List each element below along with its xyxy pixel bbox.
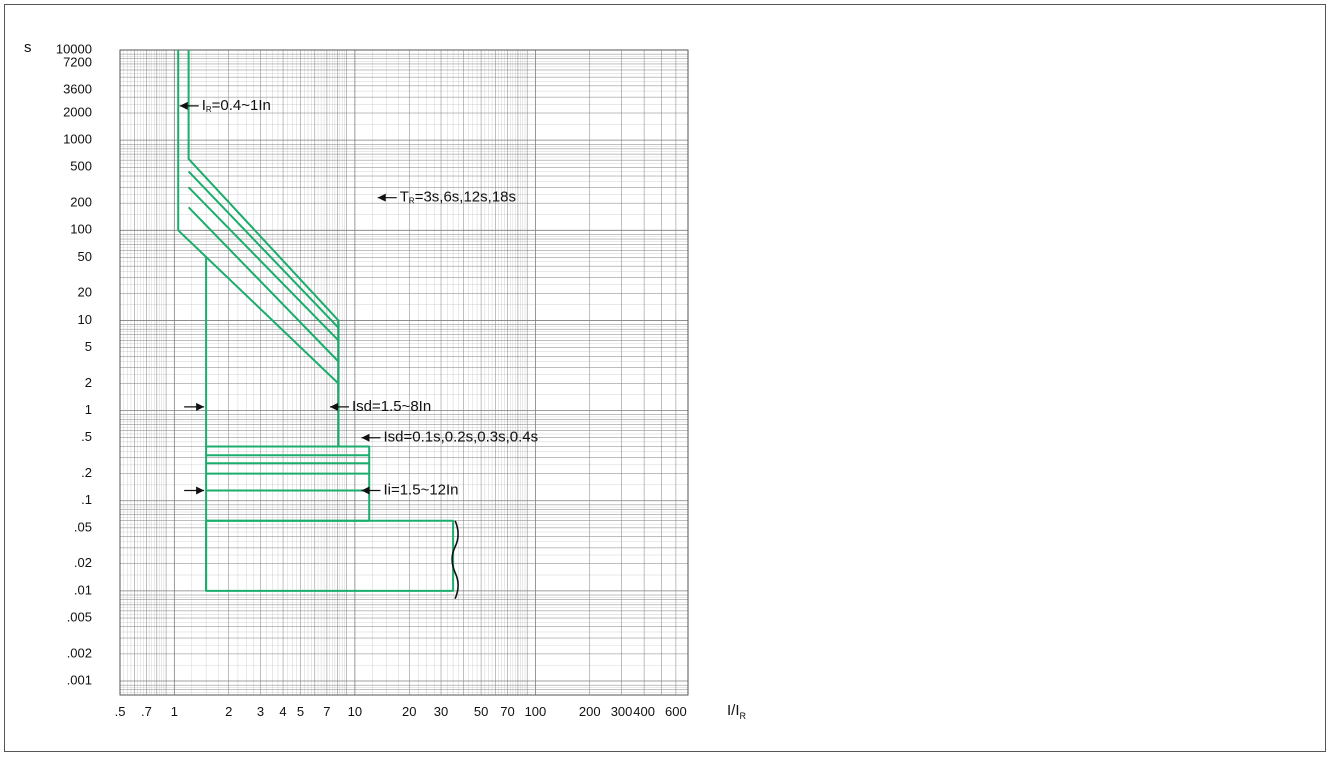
arrowhead-isd-left bbox=[196, 402, 205, 411]
x-tick-label: 3 bbox=[257, 704, 264, 719]
x-tick-label: 100 bbox=[525, 704, 547, 719]
y-tick-label: .2 bbox=[81, 465, 92, 480]
y-tick-label: 1 bbox=[85, 402, 92, 417]
x-tick-label: 10 bbox=[348, 704, 362, 719]
y-tick-label: 10 bbox=[78, 312, 92, 327]
curve-tr-18s bbox=[187, 170, 340, 329]
annotation-isd-arrowhead bbox=[329, 402, 338, 411]
x-tick-label: 600 bbox=[665, 704, 687, 719]
break-mark bbox=[451, 520, 459, 600]
curves bbox=[177, 50, 459, 600]
x-axis-label-sub: R bbox=[740, 711, 747, 721]
y-tick-label: 1000 bbox=[63, 132, 92, 147]
x-tick-label: 5 bbox=[297, 704, 304, 719]
annotation-ir: IR=0.4~1In bbox=[202, 97, 271, 114]
x-tick-label: 300 bbox=[611, 704, 633, 719]
x-tick-label: 2 bbox=[225, 704, 232, 719]
y-tick-label: .005 bbox=[67, 609, 92, 624]
y-tick-label: 50 bbox=[78, 249, 92, 264]
arrowhead-ii-left bbox=[196, 486, 205, 495]
y-tick-label: .1 bbox=[81, 492, 92, 507]
y-tick-label: 200 bbox=[70, 195, 92, 210]
x-tick-label: 30 bbox=[434, 704, 448, 719]
annotation-ir-sub: R bbox=[206, 105, 212, 114]
x-tick-label: 70 bbox=[500, 704, 514, 719]
annotation-tr-sub: R bbox=[409, 197, 415, 206]
curve-tr-12s bbox=[187, 186, 340, 342]
y-axis-label: s bbox=[24, 39, 32, 56]
curve-inst-box bbox=[205, 519, 455, 592]
curve-ir-max bbox=[187, 50, 340, 395]
annotation-ii: Ii=1.5~12In bbox=[383, 481, 458, 498]
x-tick-labels: .5 .7 1 2 3 4 5 7 10 20 30 50 70 100 200 300 400 600 bbox=[115, 704, 687, 719]
curve-tr-3s-slope bbox=[177, 229, 340, 385]
y-tick-label: .002 bbox=[67, 645, 92, 660]
x-axis-label: I/IR bbox=[727, 702, 747, 721]
y-tick-label: .02 bbox=[74, 555, 92, 570]
annotation-isd: Isd=1.5~8In bbox=[352, 398, 431, 415]
y-tick-label: 100 bbox=[70, 222, 92, 237]
x-tick-label: 7 bbox=[323, 704, 330, 719]
annotation-tr: TR=3s,6s,12s,18s bbox=[400, 189, 516, 206]
figure-frame bbox=[4, 4, 1326, 752]
grid-lines bbox=[119, 49, 689, 696]
curve-tr-6s bbox=[187, 206, 340, 363]
x-tick-label: 400 bbox=[633, 704, 655, 719]
annotation-isd-t: Isd=0.1s,0.2s,0.3s,0.4s bbox=[383, 429, 538, 446]
x-tick-label: 50 bbox=[474, 704, 488, 719]
y-tick-label: .01 bbox=[74, 582, 92, 597]
annotation-tr-arrowhead bbox=[377, 193, 386, 202]
x-tick-label: .7 bbox=[141, 704, 152, 719]
plot-border bbox=[119, 49, 689, 696]
y-tick-label: .05 bbox=[74, 519, 92, 534]
y-tick-label: 20 bbox=[78, 285, 92, 300]
annotation-ii-arrowhead bbox=[361, 486, 370, 495]
y-tick-label: 500 bbox=[70, 159, 92, 174]
y-tick-label: 5 bbox=[85, 339, 92, 354]
annotation-isd-t-arrowhead bbox=[361, 433, 370, 442]
x-tick-label: 20 bbox=[402, 704, 416, 719]
annotation-ir-arrowhead bbox=[179, 101, 188, 110]
y-tick-label: 3600 bbox=[63, 81, 92, 96]
y-tick-label: 10000 bbox=[56, 41, 92, 56]
x-tick-label: 1 bbox=[171, 704, 178, 719]
x-tick-label: .5 bbox=[115, 704, 126, 719]
y-tick-label: .001 bbox=[67, 672, 92, 687]
y-tick-label: 2 bbox=[85, 375, 92, 390]
y-tick-label: 7200 bbox=[63, 54, 92, 69]
y-tick-label: 2000 bbox=[63, 104, 92, 119]
annotation-tr-suffix: =3s,6s,12s,18s bbox=[415, 189, 516, 206]
x-tick-label: 200 bbox=[579, 704, 601, 719]
annotation-ir-suffix: =0.4~1In bbox=[212, 97, 271, 114]
y-tick-label: .5 bbox=[81, 429, 92, 444]
x-tick-label: 4 bbox=[279, 704, 286, 719]
annotations: IR=0.4~1In TR=3s,6s,12s,18s Isd=1.5~8In Isd… bbox=[179, 97, 538, 498]
